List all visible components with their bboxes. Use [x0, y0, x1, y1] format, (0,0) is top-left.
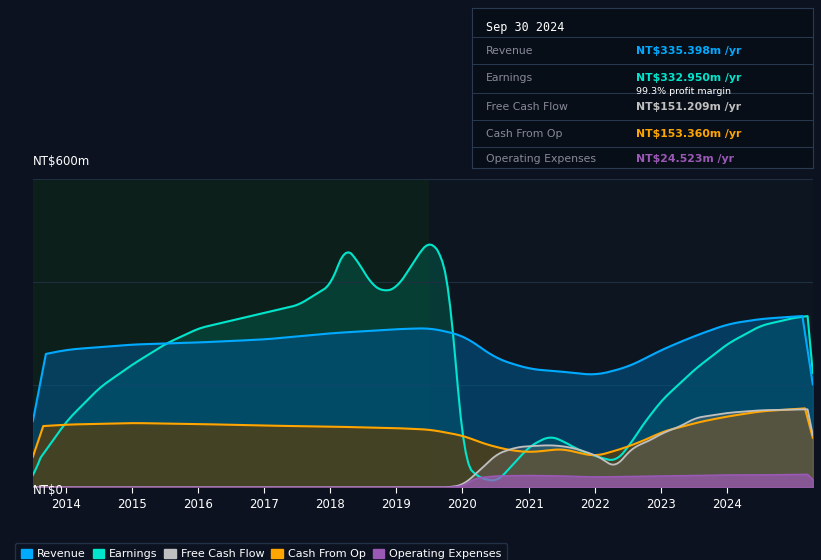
- Text: NT$335.398m /yr: NT$335.398m /yr: [635, 46, 741, 55]
- Bar: [429, 179, 813, 487]
- Text: Operating Expenses: Operating Expenses: [486, 154, 596, 164]
- Text: NT$153.360m /yr: NT$153.360m /yr: [635, 129, 741, 139]
- Text: Cash From Op: Cash From Op: [486, 129, 562, 139]
- Text: NT$600m: NT$600m: [33, 155, 90, 168]
- Text: 99.3% profit margin: 99.3% profit margin: [635, 87, 731, 96]
- Text: NT$151.209m /yr: NT$151.209m /yr: [635, 101, 741, 111]
- Text: Sep 30 2024: Sep 30 2024: [486, 21, 564, 34]
- Legend: Revenue, Earnings, Free Cash Flow, Cash From Op, Operating Expenses: Revenue, Earnings, Free Cash Flow, Cash …: [15, 543, 507, 560]
- Text: Earnings: Earnings: [486, 73, 533, 83]
- Text: Revenue: Revenue: [486, 46, 533, 55]
- Text: Free Cash Flow: Free Cash Flow: [486, 101, 567, 111]
- Text: NT$24.523m /yr: NT$24.523m /yr: [635, 154, 734, 164]
- Text: NT$332.950m /yr: NT$332.950m /yr: [635, 73, 741, 83]
- Bar: [33, 179, 429, 487]
- Text: NT$0: NT$0: [33, 484, 64, 497]
